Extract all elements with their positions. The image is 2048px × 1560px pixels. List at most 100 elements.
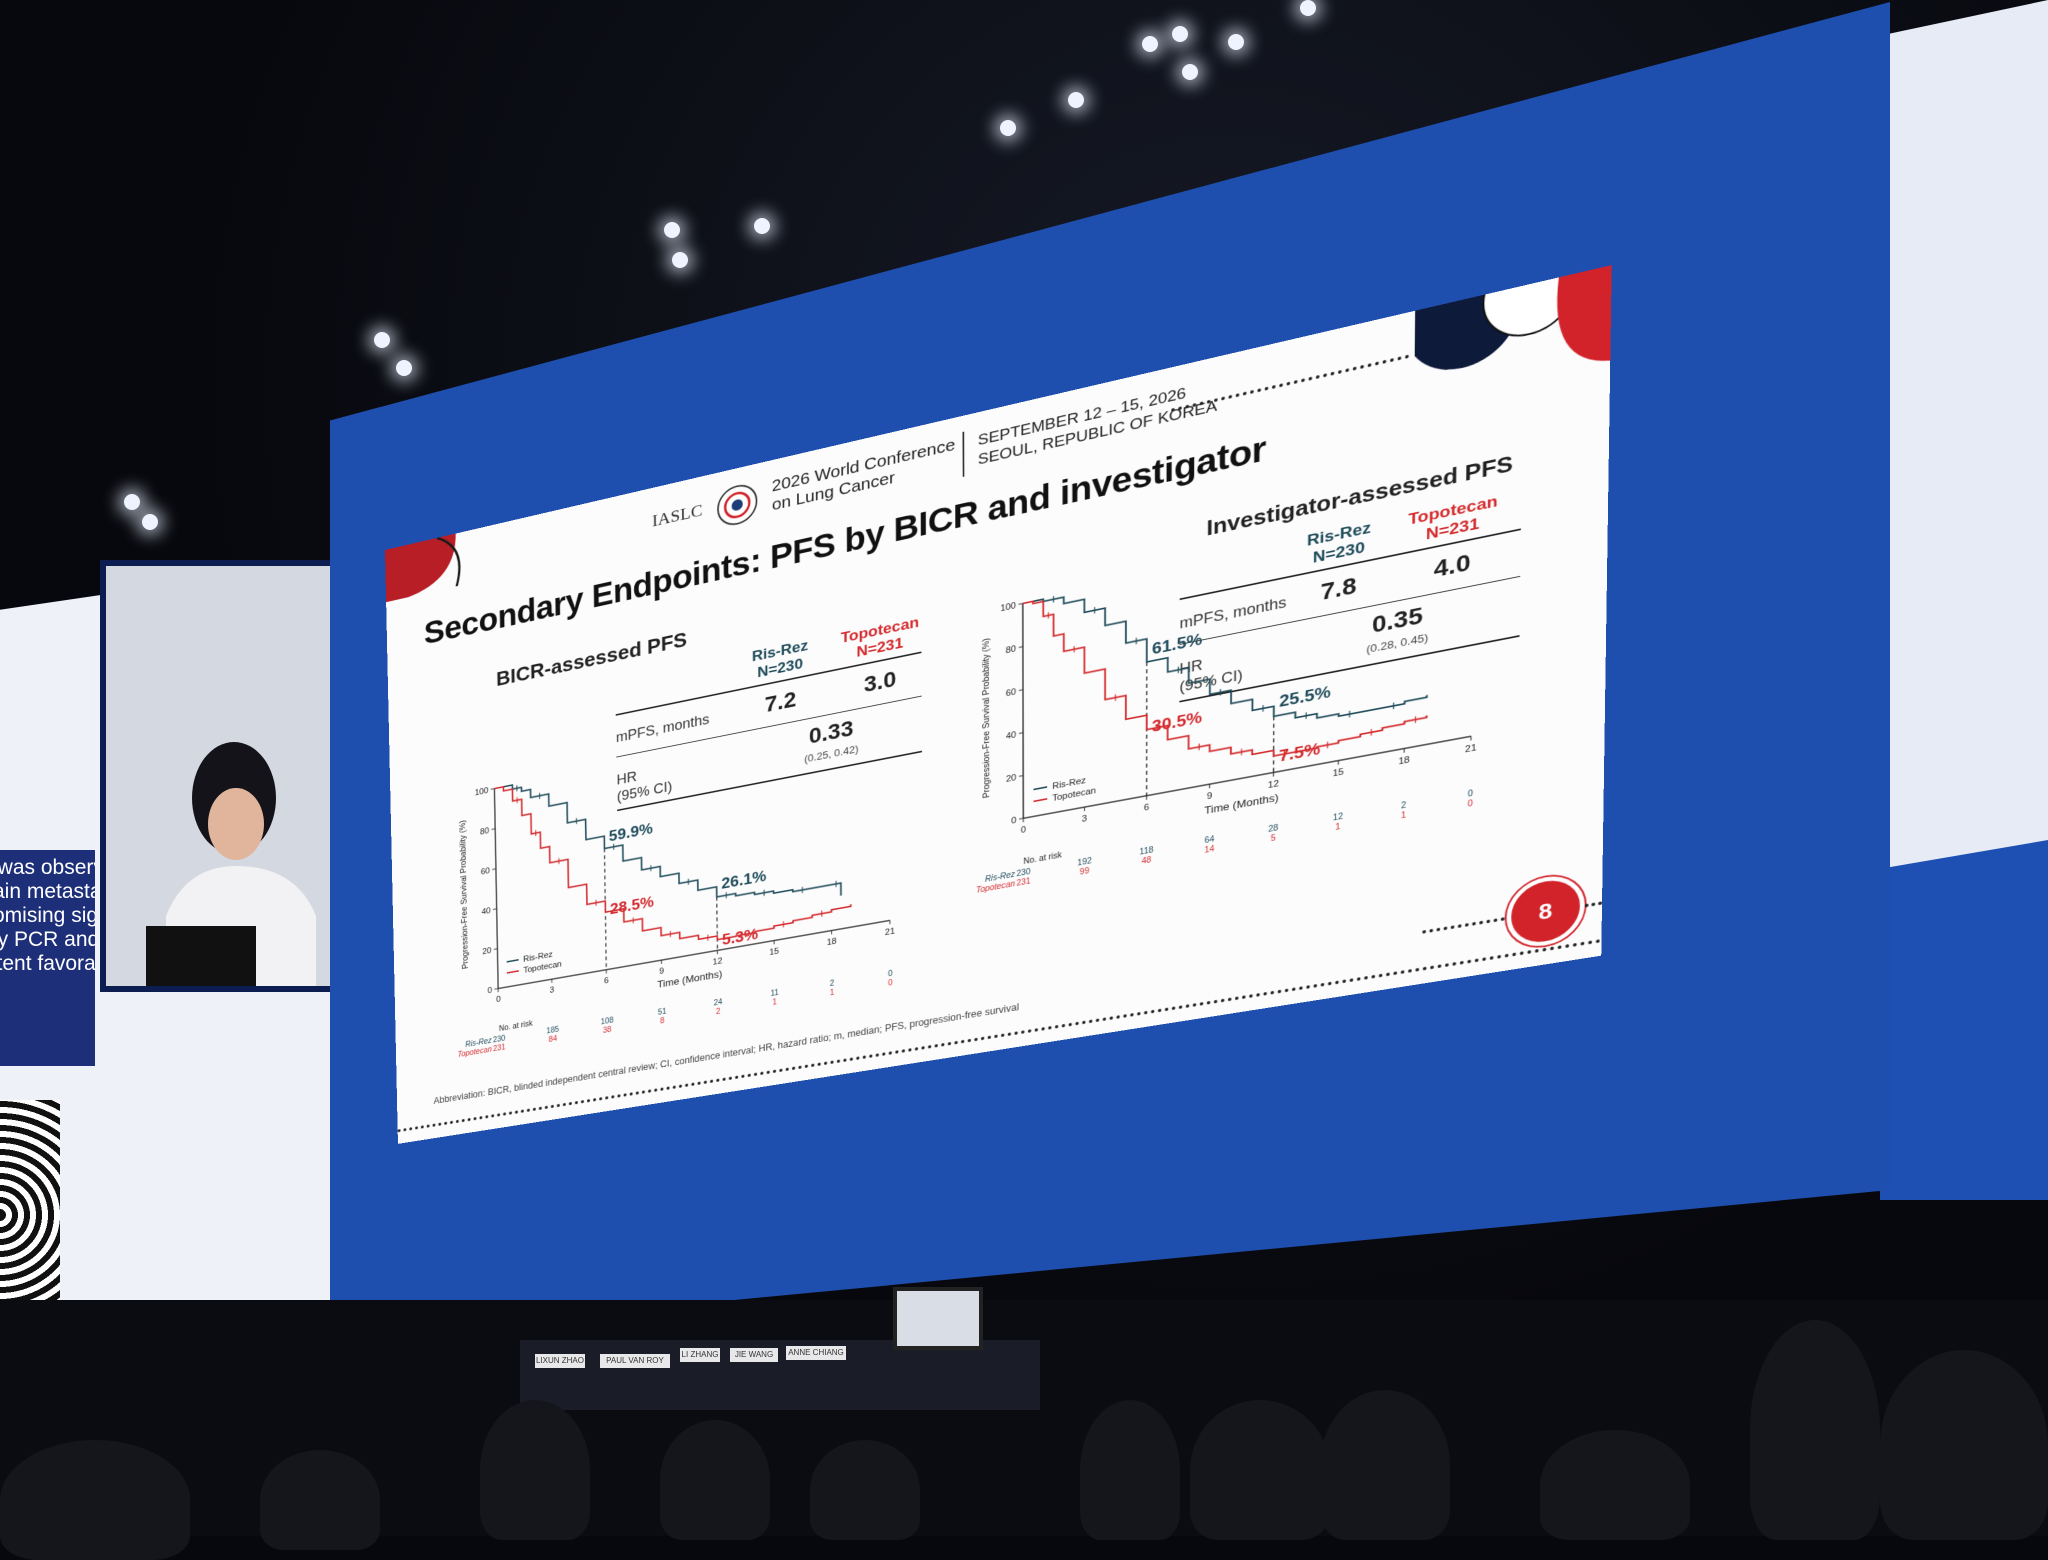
x-tick-label: 15 bbox=[1333, 767, 1345, 779]
y-tick-label: 0 bbox=[488, 986, 493, 996]
ris-rez-6m-annotation: 61.5% bbox=[1152, 630, 1202, 659]
ceiling-spotlight bbox=[396, 360, 412, 376]
legend-swatch bbox=[507, 960, 519, 962]
y-axis bbox=[494, 789, 498, 989]
x-tick-label: 21 bbox=[885, 926, 896, 937]
legend-swatch bbox=[1034, 799, 1048, 802]
ceiling-spotlight bbox=[1000, 120, 1016, 136]
at-risk-value: 14 bbox=[1204, 844, 1214, 855]
panelist-namecard: JIE WANG bbox=[730, 1348, 778, 1362]
y-tick-label: 80 bbox=[480, 826, 490, 837]
at-risk-value: 231 bbox=[493, 1042, 506, 1053]
x-tick-label: 21 bbox=[1465, 742, 1477, 754]
legend-swatch bbox=[507, 971, 519, 973]
ris-rez-12m-annotation: 25.5% bbox=[1279, 683, 1331, 712]
y-tick bbox=[1019, 690, 1023, 691]
y-tick bbox=[1019, 818, 1023, 819]
audience-member bbox=[480, 1400, 590, 1540]
x-tick-label: 18 bbox=[827, 936, 837, 947]
topotecan-6m-annotation: 30.5% bbox=[1152, 708, 1202, 736]
at-risk-value: 1 bbox=[1335, 821, 1340, 832]
y-tick bbox=[491, 829, 495, 830]
left-arm1-header: Ris-Rez N=230 bbox=[732, 633, 829, 687]
x-tick-label: 0 bbox=[1021, 825, 1027, 836]
y-tick bbox=[491, 789, 495, 790]
conference-seal-icon bbox=[715, 479, 759, 531]
at-risk-value: 38 bbox=[603, 1025, 612, 1035]
x-axis-label: Time (Months) bbox=[657, 969, 722, 991]
y-tick-label: 100 bbox=[475, 786, 489, 798]
ris-rez-km-curve bbox=[494, 720, 841, 957]
at-risk-value: 48 bbox=[1142, 855, 1152, 866]
topotecan-km-curve bbox=[494, 718, 850, 978]
ceiling-spotlight bbox=[374, 332, 390, 348]
audience-member bbox=[1750, 1320, 1880, 1540]
header-divider bbox=[962, 432, 964, 477]
ceiling-spotlight bbox=[672, 252, 688, 268]
at-risk-value: 99 bbox=[1080, 866, 1090, 877]
ceiling-spotlight bbox=[1172, 26, 1188, 42]
x-tick-label: 15 bbox=[769, 946, 779, 957]
left-screen-line: stent favorable bbox=[0, 952, 95, 976]
panel-monitor bbox=[893, 1287, 983, 1350]
audience-member bbox=[260, 1450, 380, 1550]
x-tick-label: 9 bbox=[659, 966, 664, 976]
y-tick-label: 0 bbox=[1011, 815, 1017, 826]
at-risk-value: 84 bbox=[549, 1034, 558, 1044]
y-tick-label: 20 bbox=[1006, 772, 1017, 784]
left-screen-line: by PCR and bbox=[0, 928, 95, 952]
y-tick bbox=[492, 869, 496, 870]
y-tick-label: 40 bbox=[1006, 730, 1017, 742]
ceiling-spotlight bbox=[1228, 34, 1244, 50]
left-screen-text-panel: t was observe rain metastasis romising s… bbox=[0, 850, 95, 1066]
right-km-chart: 020406080100036912151821Time (Months)Pro… bbox=[963, 483, 1521, 916]
audience-member bbox=[660, 1420, 770, 1540]
landmark-dashed-line bbox=[717, 897, 718, 950]
audience-member bbox=[810, 1440, 920, 1540]
audience-member bbox=[1540, 1430, 1690, 1540]
at-risk-value: 1 bbox=[772, 997, 777, 1007]
at-risk-value: 231 bbox=[1016, 876, 1030, 888]
right-side-screen-lower bbox=[1880, 840, 2048, 1200]
x-tick-label: 9 bbox=[1207, 791, 1213, 802]
y-axis-label: Progression-Free Survival Probability (%… bbox=[458, 819, 470, 970]
left-screen-line: rain metastasis bbox=[0, 880, 95, 904]
at-risk-value: 0 bbox=[1468, 798, 1473, 809]
y-tick-label: 20 bbox=[482, 946, 492, 957]
ceiling-spotlight bbox=[124, 494, 140, 510]
y-tick bbox=[494, 989, 498, 990]
left-screen-line: romising signa bbox=[0, 904, 95, 928]
header-dotted-line bbox=[1171, 355, 1409, 412]
at-risk-value: 5 bbox=[1271, 833, 1276, 844]
y-tick-label: 40 bbox=[481, 906, 491, 917]
left-arm2-header: Topotecan N=231 bbox=[830, 612, 930, 667]
x-tick-label: 6 bbox=[1144, 802, 1150, 813]
audience-member bbox=[1880, 1350, 2048, 1540]
footer-dotted-line bbox=[1585, 901, 1602, 907]
audience-member bbox=[1320, 1390, 1450, 1540]
left-panel-title: BICR-assessed PFS bbox=[496, 627, 687, 691]
ceiling-spotlight bbox=[754, 218, 770, 234]
x-axis-label: Time (Months) bbox=[1204, 792, 1278, 817]
at-risk-value: 1 bbox=[830, 987, 835, 997]
y-tick-label: 60 bbox=[1006, 687, 1017, 699]
panelist-namecard: LI ZHANG bbox=[680, 1348, 720, 1362]
ceiling-spotlight bbox=[1182, 64, 1198, 80]
ris-rez-12m-annotation: 26.1% bbox=[721, 867, 766, 893]
y-tick-label: 100 bbox=[1000, 600, 1016, 613]
panelist-namecard: ANNE CHIANG bbox=[786, 1346, 846, 1360]
speaker-video-feed bbox=[106, 566, 338, 986]
panelist-namecard: LIXUN ZHAO bbox=[535, 1354, 585, 1368]
ceiling-spotlight bbox=[664, 222, 680, 238]
page-number-badge: 8 bbox=[1506, 871, 1585, 952]
left-km-chart: 020406080100036912151821Time (Months)Pro… bbox=[442, 686, 932, 1078]
ceiling-spotlight bbox=[1068, 92, 1084, 108]
y-tick bbox=[494, 949, 498, 950]
y-axis-label: Progression-Free Survival Probability (%… bbox=[981, 637, 992, 799]
y-tick-label: 60 bbox=[481, 866, 491, 877]
topotecan-6m-annotation: 28.5% bbox=[610, 893, 654, 918]
legend-swatch bbox=[1033, 787, 1047, 790]
speaker-video-screen bbox=[100, 560, 344, 992]
at-risk-value: 0 bbox=[888, 978, 893, 988]
org-logo-text: IASLC bbox=[652, 500, 703, 532]
